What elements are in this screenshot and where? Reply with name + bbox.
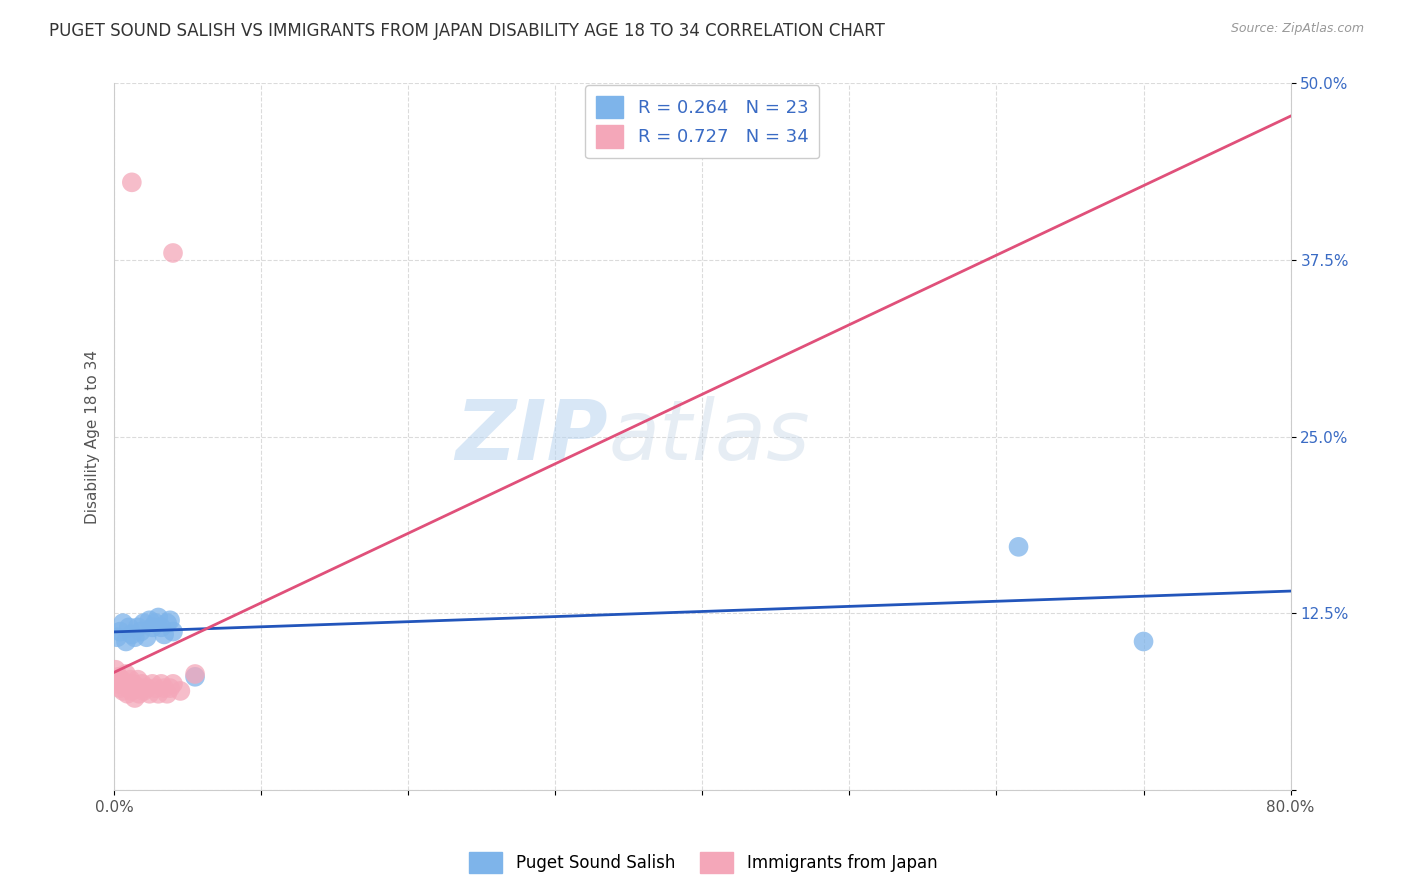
Point <box>148 687 170 701</box>
Point <box>145 681 167 695</box>
Point <box>125 681 148 695</box>
Point <box>141 620 163 634</box>
Point <box>111 684 134 698</box>
Point <box>108 624 131 639</box>
Point <box>107 670 129 684</box>
Point <box>159 681 181 695</box>
Point <box>145 616 167 631</box>
Point <box>148 610 170 624</box>
Legend: R = 0.264   N = 23, R = 0.727   N = 34: R = 0.264 N = 23, R = 0.727 N = 34 <box>585 86 820 159</box>
Point <box>120 673 142 687</box>
Point <box>153 681 176 695</box>
Point <box>129 681 152 695</box>
Point <box>135 630 157 644</box>
Text: PUGET SOUND SALISH VS IMMIGRANTS FROM JAPAN DISABILITY AGE 18 TO 34 CORRELATION : PUGET SOUND SALISH VS IMMIGRANTS FROM JA… <box>49 22 886 40</box>
Point <box>129 624 152 639</box>
Point <box>122 677 145 691</box>
Point <box>124 691 146 706</box>
Point <box>138 687 160 701</box>
Point <box>117 687 139 701</box>
Point <box>132 616 155 631</box>
Point <box>105 677 128 691</box>
Point <box>115 667 138 681</box>
Text: Source: ZipAtlas.com: Source: ZipAtlas.com <box>1230 22 1364 36</box>
Point <box>141 677 163 691</box>
Point <box>162 246 184 260</box>
Point <box>162 677 184 691</box>
Point <box>153 627 176 641</box>
Point <box>150 620 173 634</box>
Point <box>1132 634 1154 648</box>
Point <box>138 613 160 627</box>
Point <box>162 624 184 639</box>
Point <box>110 673 132 687</box>
Point <box>104 663 127 677</box>
Point <box>131 677 153 691</box>
Point <box>118 681 141 695</box>
Legend: Puget Sound Salish, Immigrants from Japan: Puget Sound Salish, Immigrants from Japa… <box>463 846 943 880</box>
Point <box>127 673 149 687</box>
Point <box>150 677 173 691</box>
Y-axis label: Disability Age 18 to 34: Disability Age 18 to 34 <box>86 350 100 524</box>
Point <box>121 175 143 189</box>
Point <box>105 630 128 644</box>
Point <box>1007 540 1029 554</box>
Point <box>114 677 136 691</box>
Point <box>128 687 150 701</box>
Point <box>156 687 179 701</box>
Point <box>159 613 181 627</box>
Point <box>184 670 207 684</box>
Point <box>184 667 207 681</box>
Text: atlas: atlas <box>609 396 810 477</box>
Point <box>121 627 143 641</box>
Point <box>118 620 141 634</box>
Point <box>169 684 191 698</box>
Point <box>156 616 179 631</box>
Point <box>111 616 134 631</box>
Point <box>121 684 143 698</box>
Point <box>108 681 131 695</box>
Point <box>132 684 155 698</box>
Point <box>115 634 138 648</box>
Point <box>124 630 146 644</box>
Text: ZIP: ZIP <box>456 396 609 477</box>
Point <box>135 681 157 695</box>
Point <box>127 620 149 634</box>
